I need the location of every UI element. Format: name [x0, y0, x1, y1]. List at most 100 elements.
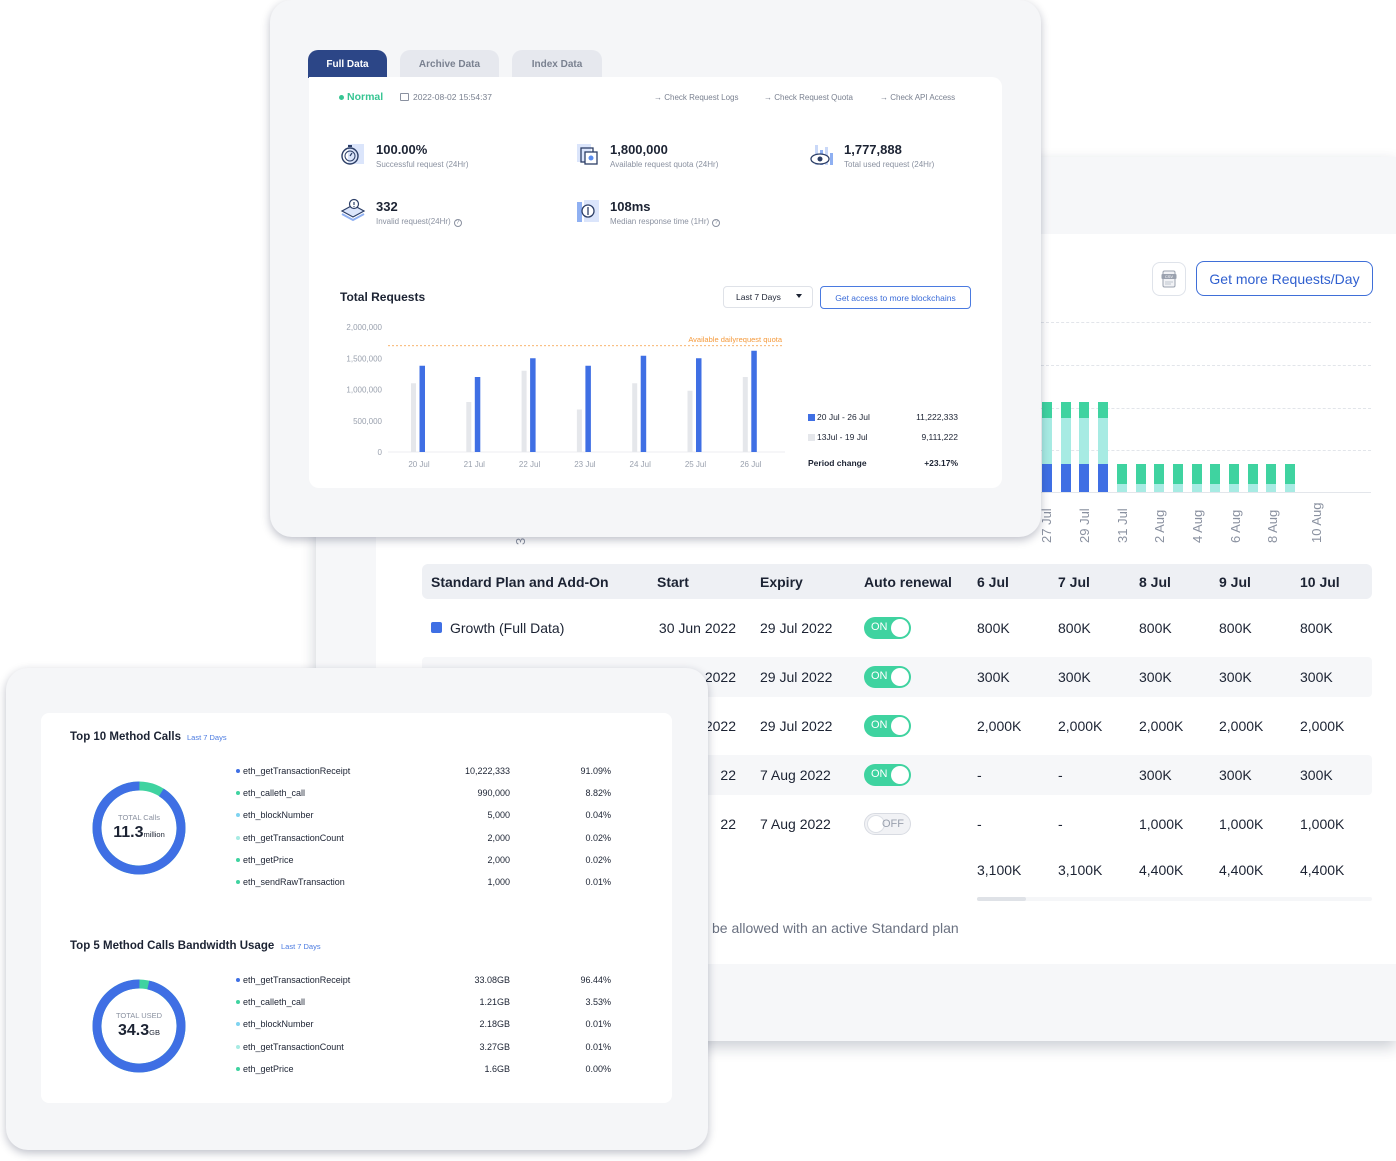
check-request-logs-link[interactable]: → Check Request Logs	[654, 93, 739, 102]
legend-current-value: 11,222,333	[916, 412, 958, 422]
method-count: 1,000	[487, 877, 510, 887]
stacked-bar	[1154, 464, 1165, 492]
method-dot-icon	[236, 978, 240, 982]
plan-table-header-cell: 10 Jul	[1300, 574, 1340, 590]
daily-quota-cell: 300K	[1300, 767, 1333, 783]
available-quota-label: Available request quota (24Hr)	[610, 160, 719, 169]
x-tick-label: 24 Jul	[630, 460, 652, 469]
available-quota-value: 1,800,000	[610, 142, 668, 157]
daily-quota-cell: 1,000K	[1139, 816, 1184, 832]
stacked-bar	[1266, 464, 1277, 492]
daily-quota-cell: 800K	[1300, 620, 1333, 636]
method-dot-icon	[236, 1066, 240, 1071]
bar-current-period	[751, 350, 757, 452]
caret-down-icon	[796, 294, 802, 298]
bar-segment-teal-light	[1116, 484, 1127, 492]
method-count: 1.21GB	[479, 997, 510, 1008]
stacked-bar	[1229, 464, 1239, 492]
method-dot-icon	[236, 769, 240, 773]
auto-renewal-toggle[interactable]: OFF	[864, 813, 911, 835]
csv-export-button[interactable]: CSV	[1152, 262, 1186, 296]
daily-quota-cell: -	[977, 767, 982, 783]
bar-current-period	[474, 377, 481, 452]
daily-total-cell: 3,100K	[977, 862, 1022, 878]
top-method-calls-period: Last 7 Days	[187, 733, 227, 742]
plan-expiry: 29 Jul 2022	[760, 669, 833, 685]
check-api-access-link[interactable]: → Check API Access	[880, 93, 955, 102]
date-range-value: Last 7 Days	[736, 292, 781, 302]
grid-line	[1041, 322, 1371, 323]
tab-archive-data[interactable]: Archive Data	[400, 50, 499, 78]
bar-segment-teal-light	[1229, 484, 1239, 492]
method-name-text: eth_getPrice	[243, 854, 294, 865]
check-request-quota-link[interactable]: → Check Request Quota	[764, 93, 853, 102]
status-text: Normal	[347, 91, 384, 103]
bar-current-period	[585, 365, 591, 452]
bar-segment-teal-light	[1191, 484, 1202, 492]
stacked-bar	[1042, 402, 1052, 492]
help-icon[interactable]: ?	[453, 219, 462, 227]
tab-full-data[interactable]: Full Data	[308, 50, 387, 78]
calendar-icon	[400, 93, 409, 101]
status-dot-icon	[339, 94, 344, 100]
daily-quota-cell: 800K	[1139, 620, 1172, 636]
bar-current-period	[640, 355, 647, 452]
y-tick-label: 0	[378, 448, 383, 457]
x-axis-label: 6 Aug	[1228, 509, 1243, 543]
auto-renewal-toggle[interactable]: ON	[864, 715, 911, 737]
daily-quota-cell: 1,000K	[1219, 816, 1264, 832]
donut-bandwidth-caption: TOTAL USED	[115, 1011, 163, 1020]
period-change-label: Period change	[808, 458, 867, 468]
bar-segment-teal	[1079, 402, 1090, 418]
arrow-right-icon: →	[880, 93, 891, 102]
method-dot-icon	[236, 791, 240, 796]
successful-request-label: Successful request (24Hr)	[376, 160, 469, 169]
method-calls-donut	[92, 781, 186, 875]
plan-table-scrollbar-thumb[interactable]	[977, 897, 1026, 901]
grid-line	[1041, 365, 1371, 366]
method-name-text: eth_getTransactionReceipt	[243, 766, 351, 776]
bar-previous-period	[687, 390, 693, 452]
y-tick-label: 500,000	[353, 417, 382, 426]
x-tick-label: 26 Jul	[740, 460, 762, 469]
y-tick-label: 1,000,000	[346, 386, 382, 395]
period-change-value: +23.17%	[924, 458, 958, 468]
method-name-text: eth_getTransactionCount	[243, 832, 344, 843]
method-dot-icon	[236, 1022, 240, 1027]
donut-primary-segment	[92, 979, 186, 1073]
x-axis-label: 10 Aug	[1309, 502, 1324, 544]
bar-previous-period	[576, 409, 582, 452]
x-axis-label: 3	[513, 537, 528, 545]
method-name-text: eth_calleth_call	[243, 997, 306, 1008]
toggle-knob	[867, 815, 885, 833]
bar-segment-teal-light	[1154, 484, 1165, 492]
help-icon[interactable]: ?	[712, 219, 721, 227]
bar-segment-blue	[1079, 464, 1090, 492]
toggle-label: ON	[871, 719, 888, 731]
plan-table-header-cell: 9 Jul	[1219, 574, 1251, 590]
daily-quota-cell: 300K	[1058, 669, 1091, 685]
get-access-blockchains-button[interactable]: Get access to more blockchains	[820, 286, 971, 309]
stacked-bar	[1135, 464, 1146, 492]
bar-previous-period	[466, 402, 472, 452]
median-response-label: Median response time (1Hr)?	[610, 217, 721, 227]
plan-start: 30 Jun 2022	[658, 620, 736, 636]
auto-renewal-toggle[interactable]: ON	[864, 764, 911, 786]
auto-renewal-toggle[interactable]: ON	[864, 666, 911, 688]
get-more-requests-button[interactable]: Get more Requests/Day	[1196, 261, 1373, 296]
donut-primary-segment	[92, 781, 186, 875]
eye-chart-icon	[810, 145, 833, 165]
daily-quota-cell: 300K	[977, 669, 1010, 685]
toggle-label: ON	[871, 621, 888, 633]
method-count: 990,000	[477, 788, 510, 799]
toggle-knob	[891, 766, 909, 784]
bar-segment-teal	[1285, 464, 1296, 484]
plan-table-header-cell: Standard Plan and Add-On	[431, 574, 609, 590]
bar-segment-teal-light	[1060, 418, 1071, 464]
auto-renewal-toggle[interactable]: ON	[864, 617, 911, 639]
date-range-select[interactable]: Last 7 Days	[723, 286, 813, 308]
median-response-value: 108ms	[610, 199, 651, 214]
tab-index-data[interactable]: Index Data	[512, 50, 602, 78]
method-count: 3.27GB	[479, 1041, 510, 1052]
plan-table-scrollbar[interactable]	[977, 897, 1372, 901]
